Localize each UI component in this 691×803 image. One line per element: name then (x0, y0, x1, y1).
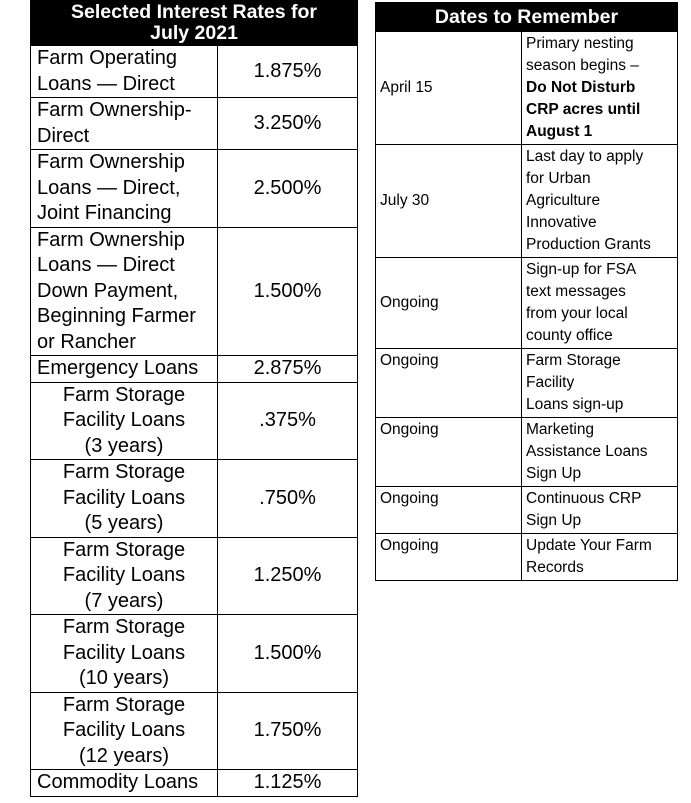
rate-label: Farm Storage Facility Loans (3 years) (30, 381, 218, 460)
date-row-july-30: July 30 Last day to apply for Urban Agri… (375, 144, 678, 258)
rate-value: .375% (216, 381, 359, 460)
rate-label: Farm Storage Facility Loans (5 years) (30, 459, 218, 538)
dates-header-row: Dates to Remember (375, 2, 678, 32)
rate-value: 1.500% (216, 614, 359, 693)
rate-value: 1.875% (216, 45, 359, 98)
rate-label: Farm Storage Facility Loans (7 years) (30, 536, 218, 615)
event-cell: Update Your Farm Records (521, 533, 678, 581)
interest-rates-header: Selected Interest Rates for July 2021 (29, 0, 359, 46)
rate-row-emergency-loans: Emergency Loans 2.875% (30, 355, 359, 383)
date-row-update-farm-records: Ongoing Update Your Farm Records (375, 533, 678, 581)
interest-rates-table: Selected Interest Rates for July 2021 Fa… (29, 0, 359, 797)
date-row-continuous-crp: Ongoing Continuous CRP Sign Up (375, 486, 678, 534)
date-cell: Ongoing (375, 486, 522, 534)
dates-to-remember-table: Dates to Remember April 15 Primary nesti… (375, 2, 678, 581)
dates-header: Dates to Remember (375, 2, 678, 32)
rate-row-commodity-loans: Commodity Loans 1.125% (30, 769, 359, 797)
rate-label: Farm Operating Loans — Direct (30, 45, 218, 98)
event-cell: Primary nesting season begins – Do Not D… (521, 31, 678, 145)
rate-row-fsfl-7yr: Farm Storage Facility Loans (7 years) 1.… (30, 536, 359, 615)
event-text: Primary nesting season begins – (526, 35, 639, 74)
date-cell: July 30 (375, 144, 522, 258)
interest-rates-header-row: Selected Interest Rates for July 2021 (29, 0, 359, 46)
rate-value: 2.500% (216, 149, 359, 228)
rate-label: Farm Ownership Loans — Direct, Joint Fin… (30, 149, 218, 228)
date-cell: Ongoing (375, 533, 522, 581)
rate-label: Farm Ownership Loans — Direct Down Payme… (30, 226, 218, 356)
rate-value: 1.125% (216, 769, 359, 797)
event-text-bold: Do Not Disturb CRP acres until August 1 (526, 79, 641, 140)
date-row-april-15: April 15 Primary nesting season begins –… (375, 31, 678, 145)
event-cell: Last day to apply for Urban Agriculture … (521, 144, 678, 258)
date-cell: April 15 (375, 31, 522, 145)
rate-value: 1.250% (216, 536, 359, 615)
rate-label: Farm Storage Facility Loans (10 years) (30, 614, 218, 693)
rate-value: .750% (216, 459, 359, 538)
event-cell: Farm Storage Facility Loans sign-up (521, 348, 678, 418)
date-row-fsa-text-messages: Ongoing Sign-up for FSA text messages fr… (375, 257, 678, 349)
rate-row-joint-financing: Farm Ownership Loans — Direct, Joint Fin… (30, 149, 359, 228)
rate-value: 2.875% (216, 355, 359, 383)
date-cell: Ongoing (375, 257, 522, 349)
date-row-marketing-assistance: Ongoing Marketing Assistance Loans Sign … (375, 417, 678, 487)
event-cell: Continuous CRP Sign Up (521, 486, 678, 534)
event-cell: Marketing Assistance Loans Sign Up (521, 417, 678, 487)
rate-value: 3.250% (216, 97, 359, 150)
rate-row-farm-ownership-direct: Farm Ownership- Direct 3.250% (30, 97, 359, 150)
rate-row-fsfl-5yr: Farm Storage Facility Loans (5 years) .7… (30, 459, 359, 538)
date-cell: Ongoing (375, 348, 522, 418)
rate-label: Emergency Loans (30, 355, 218, 383)
date-cell: Ongoing (375, 417, 522, 487)
rate-row-down-payment-beginning-farmer: Farm Ownership Loans — Direct Down Payme… (30, 226, 359, 356)
event-cell: Sign-up for FSA text messages from your … (521, 257, 678, 349)
rate-label: Farm Storage Facility Loans (12 years) (30, 691, 218, 770)
rate-value: 1.750% (216, 691, 359, 770)
rate-row-fsfl-12yr: Farm Storage Facility Loans (12 years) 1… (30, 691, 359, 770)
rate-row-farm-operating-direct: Farm Operating Loans — Direct 1.875% (30, 45, 359, 98)
rate-value: 1.500% (216, 226, 359, 356)
interest-rates-title-line1: Selected Interest Rates for (71, 1, 318, 23)
rate-label: Commodity Loans (30, 769, 218, 797)
date-row-fsfl-signup: Ongoing Farm Storage Facility Loans sign… (375, 348, 678, 418)
rate-row-fsfl-3yr: Farm Storage Facility Loans (3 years) .3… (30, 381, 359, 460)
interest-rates-title-line2: July 2021 (150, 22, 238, 44)
rate-row-fsfl-10yr: Farm Storage Facility Loans (10 years) 1… (30, 614, 359, 693)
rate-label: Farm Ownership- Direct (30, 97, 218, 150)
